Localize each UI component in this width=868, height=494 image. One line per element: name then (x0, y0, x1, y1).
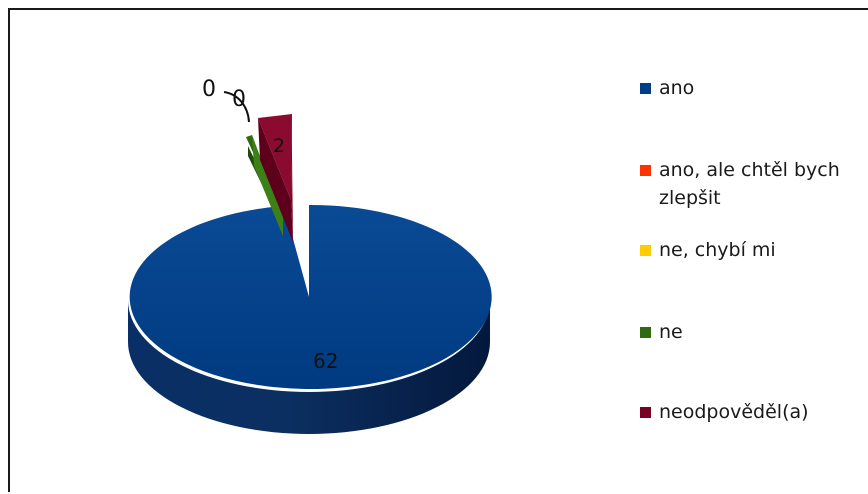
data-label-neodpovedel: 2 (273, 135, 285, 157)
legend-item-neodpovedel: neodpověděl(a) (640, 398, 868, 426)
legend-label: ne (659, 321, 683, 343)
legend-item-ano-ale: ano, ale chtěl bych zlepšit (640, 156, 868, 212)
legend-label: ne, chybí mi (659, 239, 776, 261)
pie-slice-neodpovedel-side (258, 118, 293, 242)
legend-label: neodpověděl(a) (659, 401, 809, 423)
legend-swatch-ne-chybi (640, 245, 651, 256)
chart-frame: 62 0 0 2 ano ano, ale chtěl bych zlepšit… (8, 8, 868, 492)
legend-item-ne: ne (640, 318, 868, 346)
data-label-zero-1: 0 (202, 77, 216, 102)
pie-slice-ano-side (128, 300, 490, 434)
legend-item-ano: ano (640, 74, 868, 102)
data-label-ano: 62 (313, 349, 338, 373)
legend-swatch-ne (640, 327, 651, 338)
pie-slice-ne (246, 135, 283, 236)
pie-slice-neodpovedel (258, 114, 293, 242)
leader-line (223, 91, 250, 123)
legend-swatch-neodpovedel (640, 407, 651, 418)
pie-slice-neodpovedel-face (291, 114, 293, 242)
pie-slice-ano (128, 204, 492, 434)
data-label-zero-2: 0 (232, 87, 246, 112)
legend-label: ano (659, 77, 695, 99)
legend-label: ano, ale chtěl bych zlepšit (659, 159, 840, 209)
pie-chart: 62 0 0 2 (128, 77, 492, 434)
legend-item-ne-chybi: ne, chybí mi (640, 236, 868, 264)
legend-swatch-ano (640, 83, 651, 94)
pie-slice-ne-face (252, 135, 283, 236)
legend-swatch-ano-ale (640, 165, 651, 176)
pie-slice-ano-top (129, 204, 492, 389)
pie-slice-neodpovedel-top (258, 114, 292, 200)
